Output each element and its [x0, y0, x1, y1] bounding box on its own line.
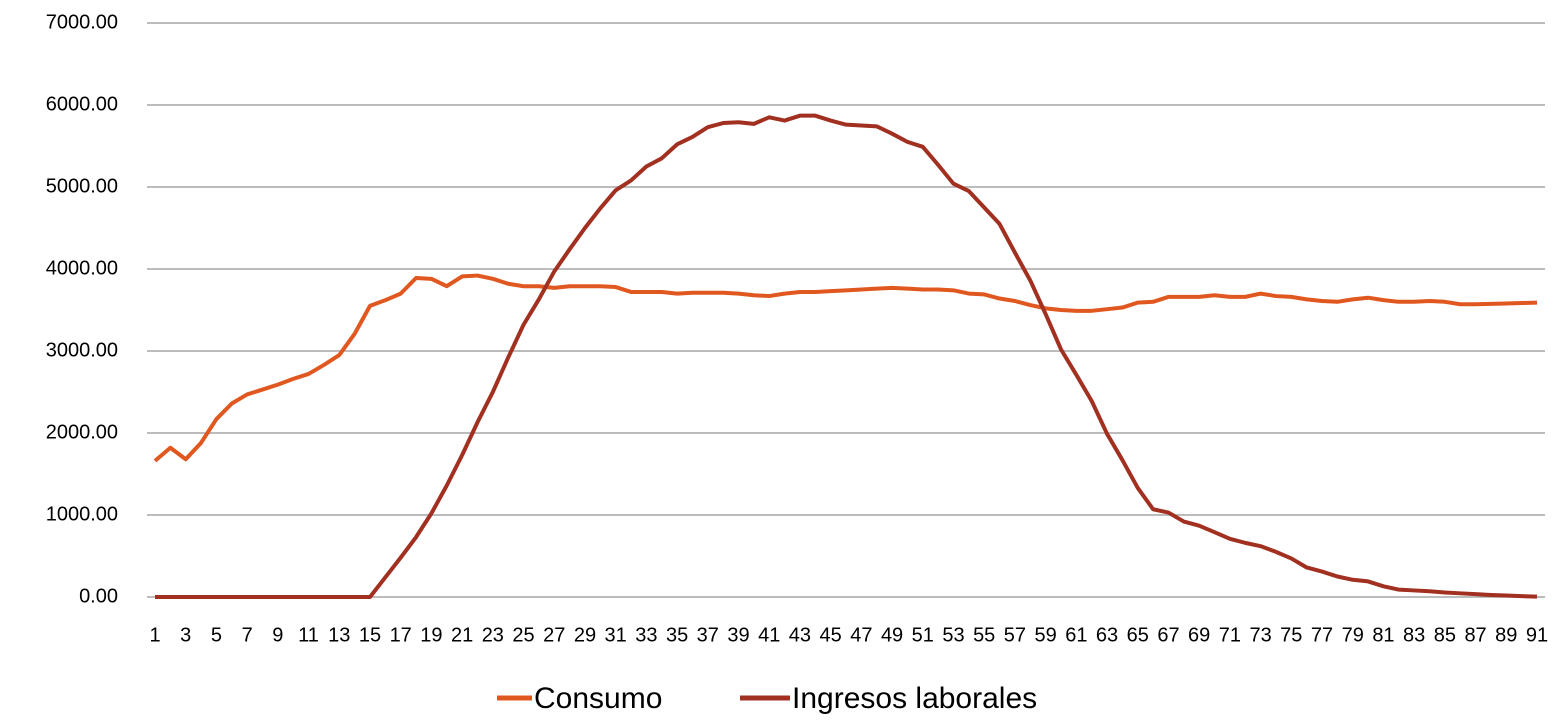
- x-tick-label: 57: [1004, 624, 1026, 646]
- x-tick-label: 69: [1188, 624, 1210, 646]
- y-tick-label: 6000.00: [46, 93, 118, 115]
- y-tick-label: 4000.00: [46, 257, 118, 279]
- x-tick-label: 71: [1219, 624, 1241, 646]
- x-tick-label: 55: [973, 624, 995, 646]
- x-tick-label: 77: [1311, 624, 1333, 646]
- legend-label: Ingresos laborales: [792, 682, 1037, 715]
- x-tick-label: 65: [1127, 624, 1149, 646]
- x-tick-label: 5: [211, 624, 222, 646]
- x-tick-label: 27: [543, 624, 565, 646]
- y-tick-label: 2000.00: [46, 421, 118, 443]
- x-tick-label: 39: [727, 624, 749, 646]
- x-tick-label: 89: [1495, 624, 1517, 646]
- x-tick-label: 91: [1526, 624, 1548, 646]
- x-tick-label: 3: [180, 624, 191, 646]
- x-tick-label: 33: [635, 624, 657, 646]
- line-series: [155, 113, 1538, 599]
- x-tick-label: 1: [149, 624, 160, 646]
- x-tick-label: 17: [390, 624, 412, 646]
- x-tick-label: 37: [697, 624, 719, 646]
- x-tick-label: 79: [1342, 624, 1364, 646]
- x-tick-label: 7: [242, 624, 253, 646]
- y-tick-label: 5000.00: [46, 175, 118, 197]
- x-tick-label: 19: [420, 624, 442, 646]
- x-tick-label: 59: [1034, 624, 1056, 646]
- y-tick-label: 3000.00: [46, 339, 118, 361]
- x-tick-label: 83: [1403, 624, 1425, 646]
- x-tick-label: 9: [272, 624, 283, 646]
- x-tick-label: 85: [1434, 624, 1456, 646]
- x-tick-label: 41: [758, 624, 780, 646]
- x-tick-label: 81: [1372, 624, 1394, 646]
- legend-label: Consumo: [534, 682, 662, 715]
- y-tick-label: 1000.00: [46, 503, 118, 525]
- x-tick-label: 49: [881, 624, 903, 646]
- line-series: [153, 273, 1538, 463]
- x-tick-label: 73: [1249, 624, 1271, 646]
- x-tick-label: 51: [912, 624, 934, 646]
- x-tick-label: 13: [328, 624, 350, 646]
- x-tick-label: 29: [574, 624, 596, 646]
- x-tick-label: 53: [942, 624, 964, 646]
- x-tick-label: 43: [789, 624, 811, 646]
- x-tick-label: 23: [482, 624, 504, 646]
- x-tick-label: 35: [666, 624, 688, 646]
- x-tick-label: 45: [820, 624, 842, 646]
- x-tick-label: 61: [1065, 624, 1087, 646]
- x-tick-label: 25: [512, 624, 534, 646]
- x-tick-label: 87: [1464, 624, 1486, 646]
- y-tick-label: 7000.00: [46, 11, 118, 33]
- x-tick-label: 21: [451, 624, 473, 646]
- x-tick-label: 15: [359, 624, 381, 646]
- x-tick-label: 63: [1096, 624, 1118, 646]
- x-tick-label: 31: [605, 624, 627, 646]
- x-tick-label: 47: [850, 624, 872, 646]
- x-tick-label: 67: [1157, 624, 1179, 646]
- x-tick-label: 11: [298, 624, 319, 646]
- y-tick-label: 0.00: [79, 585, 118, 607]
- x-tick-label: 75: [1280, 624, 1302, 646]
